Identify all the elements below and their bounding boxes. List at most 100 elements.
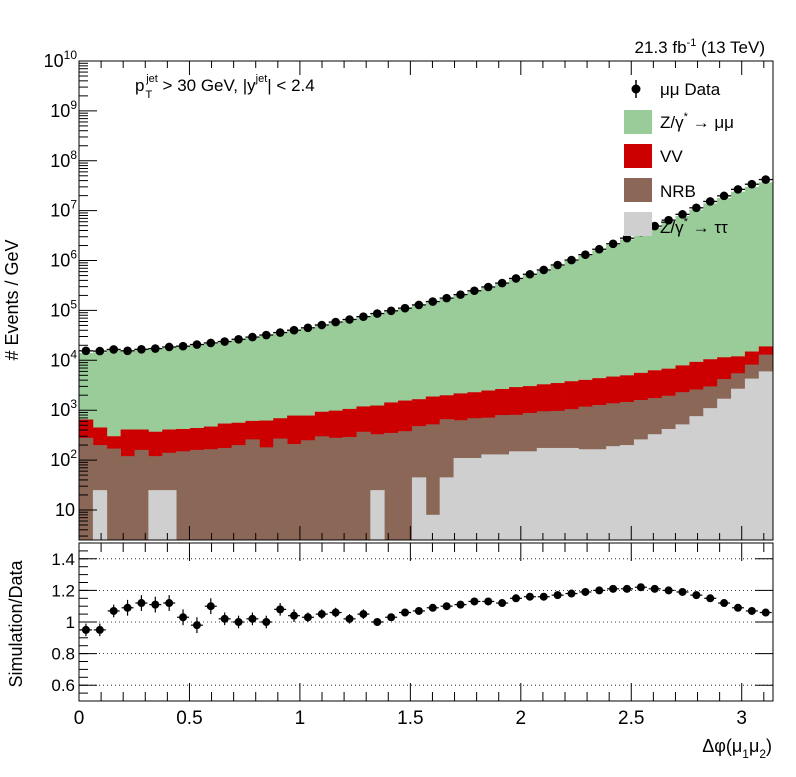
data-point-41	[650, 221, 660, 231]
data-point-10	[220, 337, 229, 346]
main-ytick-label-8: 109	[50, 98, 77, 121]
legend-entry-data: μμ Data	[631, 80, 721, 99]
ratio-point-12	[248, 614, 257, 623]
bar-ztautau-47	[731, 388, 746, 540]
ratio-ytick-label-2: 1	[66, 613, 75, 632]
legend-label-vv: VV	[660, 147, 683, 166]
legend-label-nrb: NRB	[660, 182, 696, 201]
ratio-point-31	[511, 594, 520, 603]
main-y-axis: 10 102 103 104 105 106 107 108 109 1010	[44, 48, 97, 537]
main-y-axis-label: # Events / GeV	[2, 239, 22, 360]
data-point-15	[289, 325, 299, 335]
ratio-point-18	[331, 608, 340, 617]
bar-ztautau-38	[606, 446, 621, 540]
ratio-point-39	[622, 584, 631, 593]
bar-ztautau-37	[592, 449, 607, 540]
ratio-point-26	[442, 602, 451, 611]
ratio-ytick-label-4: 1.4	[51, 550, 75, 569]
x-tick-label-4: 2	[516, 708, 527, 729]
bar-nrb-20	[356, 431, 371, 540]
data-point-38	[608, 239, 618, 249]
ratio-point-33	[539, 592, 548, 601]
data-point-0	[81, 346, 91, 356]
bar-ztautau-48	[744, 378, 760, 540]
ratio-point-8	[192, 621, 201, 630]
ratio-point-4	[137, 599, 146, 608]
bar-ztautau-21	[370, 490, 385, 540]
ratio-point-32	[525, 592, 534, 601]
bar-ztautau-46	[717, 398, 732, 540]
cut-label: pTjet > 30 GeV, |yjet| < 2.4	[135, 73, 315, 101]
bar-nrb-2	[106, 448, 122, 540]
x-tick-label-2: 1	[295, 708, 306, 729]
data-point-3	[123, 346, 132, 356]
data-point-43	[678, 210, 687, 219]
legend-entry-ztautau: Z/γ* → ττ	[624, 212, 728, 237]
data-point-26	[442, 293, 451, 303]
bar-ztautau-43	[675, 424, 690, 540]
bar-nrb-8	[189, 449, 205, 540]
data-point-48	[747, 179, 757, 189]
ratio-point-43	[678, 587, 687, 596]
legend-swatch-ztautau	[624, 212, 652, 236]
ratio-point-19	[345, 614, 354, 623]
ratio-point-15	[290, 611, 299, 620]
data-point-20	[359, 312, 368, 321]
bar-nrb-7	[176, 451, 191, 540]
main-frame	[78, 60, 774, 541]
data-point-28	[470, 286, 479, 296]
x-tick-label-0: 0	[74, 708, 85, 729]
bar-nrb-18	[328, 437, 343, 540]
bar-nrb-19	[342, 437, 357, 540]
main-ytick-label-6: 107	[50, 198, 77, 221]
data-point-23	[400, 303, 410, 313]
bar-nrb-3	[120, 456, 135, 540]
main-ytick-label-4: 105	[50, 297, 77, 320]
bar-nrb-16	[300, 440, 316, 540]
bar-nrb-11	[231, 445, 246, 540]
ratio-point-13	[262, 618, 271, 626]
bar-ztautau-1	[92, 490, 108, 540]
legend-label-ztautau: Z/γ* → ττ	[660, 216, 728, 237]
main-x-ticks	[78, 61, 765, 540]
x-tick-label-1: 0.5	[176, 708, 202, 729]
x-tick-label-5: 2.5	[618, 708, 644, 729]
data-point-12	[248, 332, 257, 342]
bar-ztautau-25	[425, 514, 441, 540]
data-point-39	[622, 233, 632, 243]
ratio-x-axis: 0 0.5 1 1.5 2 2.5 3	[74, 543, 765, 729]
ratio-point-16	[303, 613, 312, 622]
legend-entry-zmumu: Z/γ* → μμ	[624, 110, 734, 134]
ratio-point-5	[151, 600, 160, 609]
ratio-point-21	[373, 618, 382, 626]
bar-ztautau-42	[661, 428, 676, 540]
data-point-17	[317, 320, 327, 330]
data-point-18	[331, 317, 340, 327]
data-point-2	[109, 345, 118, 354]
bar-nrb-17	[314, 436, 330, 540]
data-point-35	[567, 255, 576, 265]
bar-ztautau-29	[481, 454, 496, 540]
bar-nrb-14	[273, 438, 288, 540]
data-point-19	[345, 315, 354, 324]
ratio-point-11	[234, 618, 243, 626]
bar-ztautau-40	[633, 439, 649, 540]
bar-ztautau-35	[564, 447, 579, 540]
data-point-34	[553, 260, 562, 270]
legend-label-zmumu: Z/γ* → μμ	[660, 111, 734, 132]
data-point-32	[525, 269, 535, 279]
ratio-point-25	[428, 603, 437, 612]
ratio-ytick-label-1: 0.8	[51, 645, 75, 664]
legend-label-data: μμ Data	[660, 80, 721, 99]
bar-ztautau-33	[536, 447, 552, 540]
data-point-30	[497, 278, 507, 288]
data-point-6	[164, 342, 174, 352]
main-ytick-label-0: 10	[55, 500, 75, 520]
ratio-points	[79, 583, 772, 637]
ratio-point-42	[664, 586, 673, 595]
ratio-point-44	[692, 591, 701, 600]
bar-ztautau-44	[689, 416, 704, 540]
bar-ztautau-24	[411, 477, 427, 540]
main-ytick-label-5: 106	[50, 248, 77, 271]
data-point-22	[386, 306, 396, 316]
